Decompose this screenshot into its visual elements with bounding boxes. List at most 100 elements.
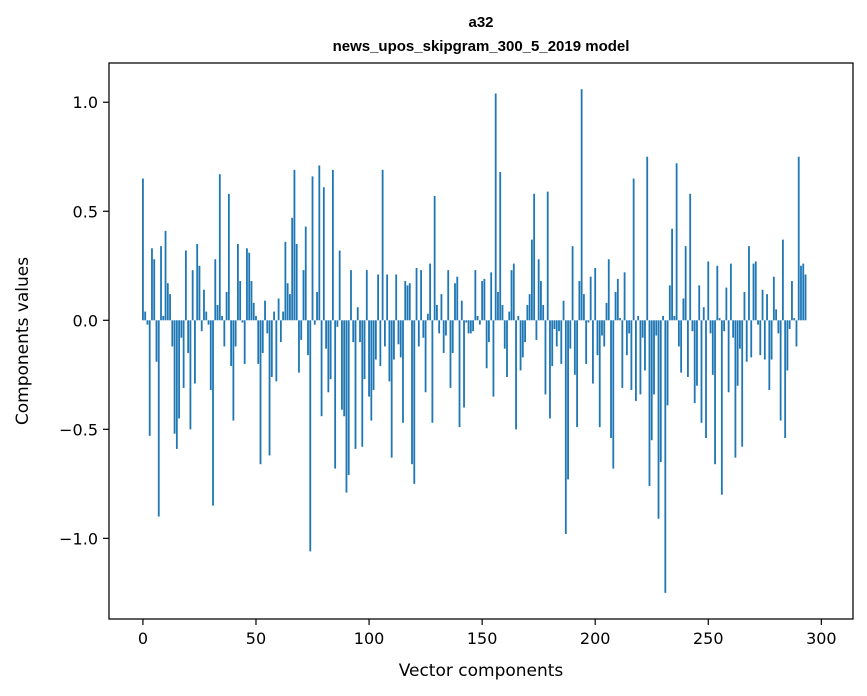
bar-63 (284, 241, 287, 321)
bar-137 (451, 320, 454, 353)
bar-281 (777, 320, 780, 334)
bar-20 (187, 320, 190, 353)
bar-99 (365, 270, 368, 321)
bar-21 (189, 320, 192, 430)
bar-15 (175, 320, 178, 449)
bar-14 (173, 320, 176, 434)
bar-285 (786, 320, 789, 371)
bar-234 (671, 228, 673, 321)
bar-69 (298, 320, 300, 373)
bar-131 (438, 320, 441, 334)
bar-73 (307, 320, 309, 356)
bar-236 (675, 163, 678, 321)
bar-127 (429, 263, 432, 321)
bar-144 (467, 320, 470, 334)
bar-44 (241, 320, 244, 323)
bar-170 (526, 305, 529, 321)
bar-9 (162, 315, 165, 321)
bar-22 (191, 270, 194, 321)
bar-130 (436, 305, 438, 321)
bar-287 (791, 281, 793, 321)
x-axis-ticks: 0 50 100 150 200 250 300 (138, 619, 837, 648)
bar-121 (415, 267, 418, 321)
bar-222 (644, 320, 646, 371)
bar-43 (239, 281, 242, 321)
bar-186 (562, 300, 565, 321)
bar-103 (374, 320, 377, 360)
bar-160 (503, 320, 506, 349)
bar-210 (616, 278, 619, 321)
bar-19 (184, 250, 187, 321)
bar-233 (668, 285, 671, 321)
bar-173 (533, 193, 536, 321)
bar-226 (653, 320, 655, 395)
bar-169 (524, 320, 526, 343)
bar-65 (289, 294, 291, 321)
x-axis-label: Vector components (399, 661, 564, 681)
bar-212 (621, 320, 624, 388)
bar-57 (270, 320, 273, 377)
y-tick-label: 0.5 (73, 202, 98, 221)
y-tick-label: 1.0 (73, 93, 98, 112)
bar-85 (334, 320, 337, 469)
bar-247 (700, 320, 703, 423)
bar-128 (431, 320, 434, 423)
bar-185 (560, 320, 563, 364)
bar-46 (246, 248, 248, 321)
bar-174 (535, 320, 538, 340)
bar-0 (142, 178, 144, 321)
bar-78 (318, 165, 321, 321)
bar-86 (336, 320, 339, 327)
bar-54 (264, 300, 266, 321)
bar-248 (702, 307, 705, 321)
bar-74 (309, 320, 312, 552)
bar-241 (687, 320, 689, 377)
bar-series (142, 89, 807, 593)
bar-274 (761, 289, 764, 321)
bar-265 (741, 320, 744, 447)
bar-7 (157, 320, 160, 517)
bar-154 (490, 272, 493, 321)
bar-36 (223, 320, 226, 347)
bar-3 (148, 320, 151, 436)
bar-167 (519, 320, 522, 371)
bar-117 (406, 285, 409, 321)
bar-159 (501, 305, 504, 321)
bar-8 (160, 246, 162, 321)
bar-205 (605, 302, 608, 321)
bar-230 (662, 315, 664, 321)
bar-155 (492, 320, 495, 397)
bar-235 (673, 315, 676, 321)
bar-10 (164, 230, 167, 321)
bar-239 (682, 298, 685, 321)
y-axis-label: Components values (13, 257, 33, 425)
bar-112 (395, 274, 398, 321)
bar-200 (594, 267, 597, 321)
bar-27 (203, 289, 205, 321)
bar-175 (537, 259, 540, 321)
bar-122 (417, 320, 420, 347)
bar-100 (368, 320, 370, 397)
bar-90 (345, 320, 348, 493)
bar-270 (752, 263, 755, 321)
bar-164 (512, 263, 515, 321)
bar-83 (329, 320, 332, 380)
bar-105 (379, 320, 382, 367)
bar-176 (540, 281, 542, 321)
bar-28 (205, 311, 208, 321)
bar-13 (171, 320, 174, 347)
bar-243 (691, 320, 694, 332)
bar-149 (478, 320, 481, 325)
bar-182 (553, 320, 556, 330)
bar-66 (291, 217, 294, 321)
bar-35 (221, 315, 223, 321)
bar-250 (707, 261, 710, 321)
bar-148 (476, 315, 479, 321)
bar-50 (255, 315, 257, 321)
bar-151 (483, 278, 486, 321)
y-axis-ticks: −1.0 −0.5 0.0 0.5 1.0 (59, 93, 109, 548)
bar-5 (153, 259, 156, 321)
bar-264 (739, 320, 741, 349)
bar-282 (779, 320, 782, 421)
bar-292 (802, 263, 805, 321)
